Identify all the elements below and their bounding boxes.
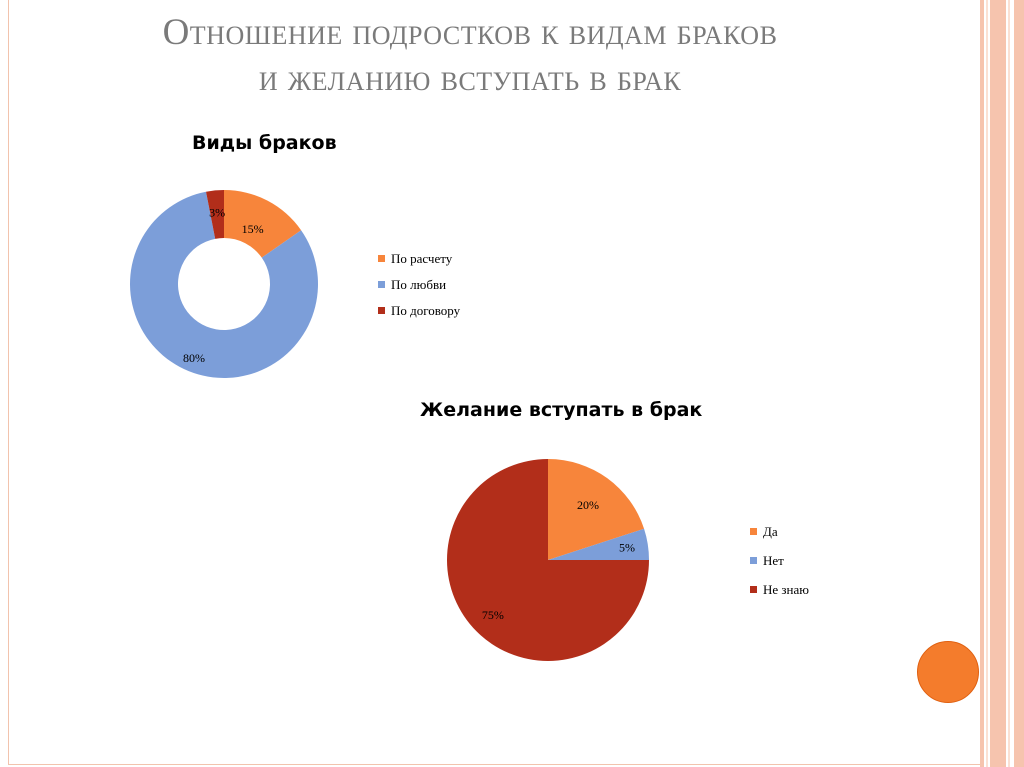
legend-label: По любви <box>391 277 447 292</box>
chart-2-legend: Да Нет Не знаю <box>750 524 809 611</box>
legend-swatch <box>750 557 757 564</box>
legend-item: По договору <box>378 303 460 329</box>
slice-2 <box>548 528 649 560</box>
slice-3 <box>447 459 649 661</box>
chart-1-legend: По расчету По любви По договору <box>378 251 460 329</box>
legend-swatch <box>378 255 385 262</box>
data-label-1: 15% <box>242 222 264 236</box>
side-stripe <box>980 0 984 767</box>
legend-item: По расчету <box>378 251 460 277</box>
legend-swatch <box>378 307 385 314</box>
legend-label: Не знаю <box>763 582 809 597</box>
data-label-1: 20% <box>577 498 599 512</box>
page-title-line-2: и желанию вступать в брак <box>258 58 682 99</box>
slice-2 <box>130 191 318 378</box>
legend-label: По договору <box>391 303 461 318</box>
data-label-3: 3% <box>209 205 225 219</box>
data-label-2: 80% <box>183 351 205 365</box>
side-stripe <box>1008 0 1010 767</box>
side-stripe <box>1014 0 1024 767</box>
slide-frame <box>8 0 981 765</box>
data-label-3: 75% <box>482 608 504 622</box>
side-stripe <box>990 0 1006 767</box>
legend-label: Да <box>763 524 778 539</box>
legend-swatch <box>750 528 757 535</box>
page-title: Отношение подростков к видам браков и же… <box>40 10 900 102</box>
chart-2-title: Желание вступать в брак <box>420 399 703 421</box>
legend-item: Нет <box>750 553 809 582</box>
slice-1 <box>548 459 645 560</box>
legend-swatch <box>750 586 757 593</box>
legend-item: По любви <box>378 277 460 303</box>
decorative-side-stripes <box>980 0 1024 767</box>
slice-1 <box>224 190 302 258</box>
slice-3 <box>206 190 224 239</box>
page-title-line-1: Отношение подростков к видам браков <box>162 12 778 53</box>
chart-1-title: Виды браков <box>192 132 337 154</box>
decorative-orange-circle <box>917 641 979 703</box>
chart-2-pie: 20% 5% 75% <box>447 459 649 661</box>
legend-label: По расчету <box>391 251 453 266</box>
legend-swatch <box>378 281 385 288</box>
chart-1-donut: 15% 80% 3% <box>130 190 318 378</box>
legend-item: Не знаю <box>750 582 809 611</box>
legend-label: Нет <box>763 553 784 568</box>
data-label-2: 5% <box>619 540 635 554</box>
legend-item: Да <box>750 524 809 553</box>
side-stripe <box>986 0 988 767</box>
